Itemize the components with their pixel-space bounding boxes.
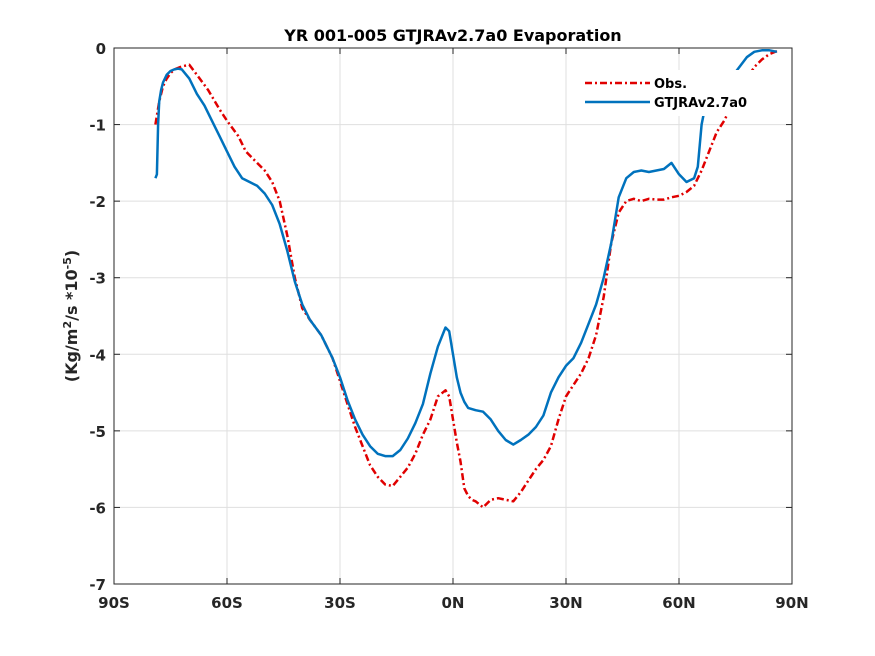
- x-tick-label: 60N: [662, 594, 695, 612]
- legend-label-obs: Obs.: [654, 77, 687, 92]
- y-tick-label: -7: [89, 576, 106, 594]
- x-tick-label: 0N: [442, 594, 465, 612]
- series-line-obs: [154, 49, 778, 509]
- y-label-part-3: ): [62, 250, 81, 257]
- x-tick-label: 90S: [98, 594, 130, 612]
- y-tick-label: -1: [89, 117, 106, 135]
- y-tick-label: 0: [96, 40, 106, 58]
- ticks: [113, 47, 793, 585]
- x-tick-label: 30N: [549, 594, 582, 612]
- y-tick-label: -2: [89, 193, 106, 211]
- series-layer: [154, 49, 778, 509]
- legend-label-model: GTJRAv2.7a0: [654, 96, 747, 111]
- x-tick-label: 60S: [211, 594, 243, 612]
- x-tick-label: 90N: [775, 594, 808, 612]
- y-label-superscript-2: -5: [61, 257, 74, 269]
- chart-title: YR 001-005 GTJRAv2.7a0 Evaporation: [283, 26, 621, 45]
- y-tick-label: -5: [89, 423, 106, 441]
- y-tick-label: -3: [89, 270, 106, 288]
- y-label-part-1: (Kg/m: [62, 329, 81, 383]
- series-line-model: [154, 49, 778, 458]
- legend-box: [580, 70, 780, 116]
- y-label-superscript-1: 2: [61, 321, 74, 329]
- y-axis-label: (Kg/m2/s *10-5): [61, 250, 82, 382]
- y-tick-label: -4: [89, 346, 106, 364]
- x-tick-label: 30S: [324, 594, 356, 612]
- y-tick-label: -6: [89, 499, 106, 517]
- legend: Obs. GTJRAv2.7a0: [580, 70, 780, 116]
- tick-labels: 90S 60S 30S 0N 30N 60N 90N 0 -1 -2 -3 -4 -5 -6 -7: [89, 40, 808, 612]
- y-label-part-2: /s *10: [62, 269, 81, 321]
